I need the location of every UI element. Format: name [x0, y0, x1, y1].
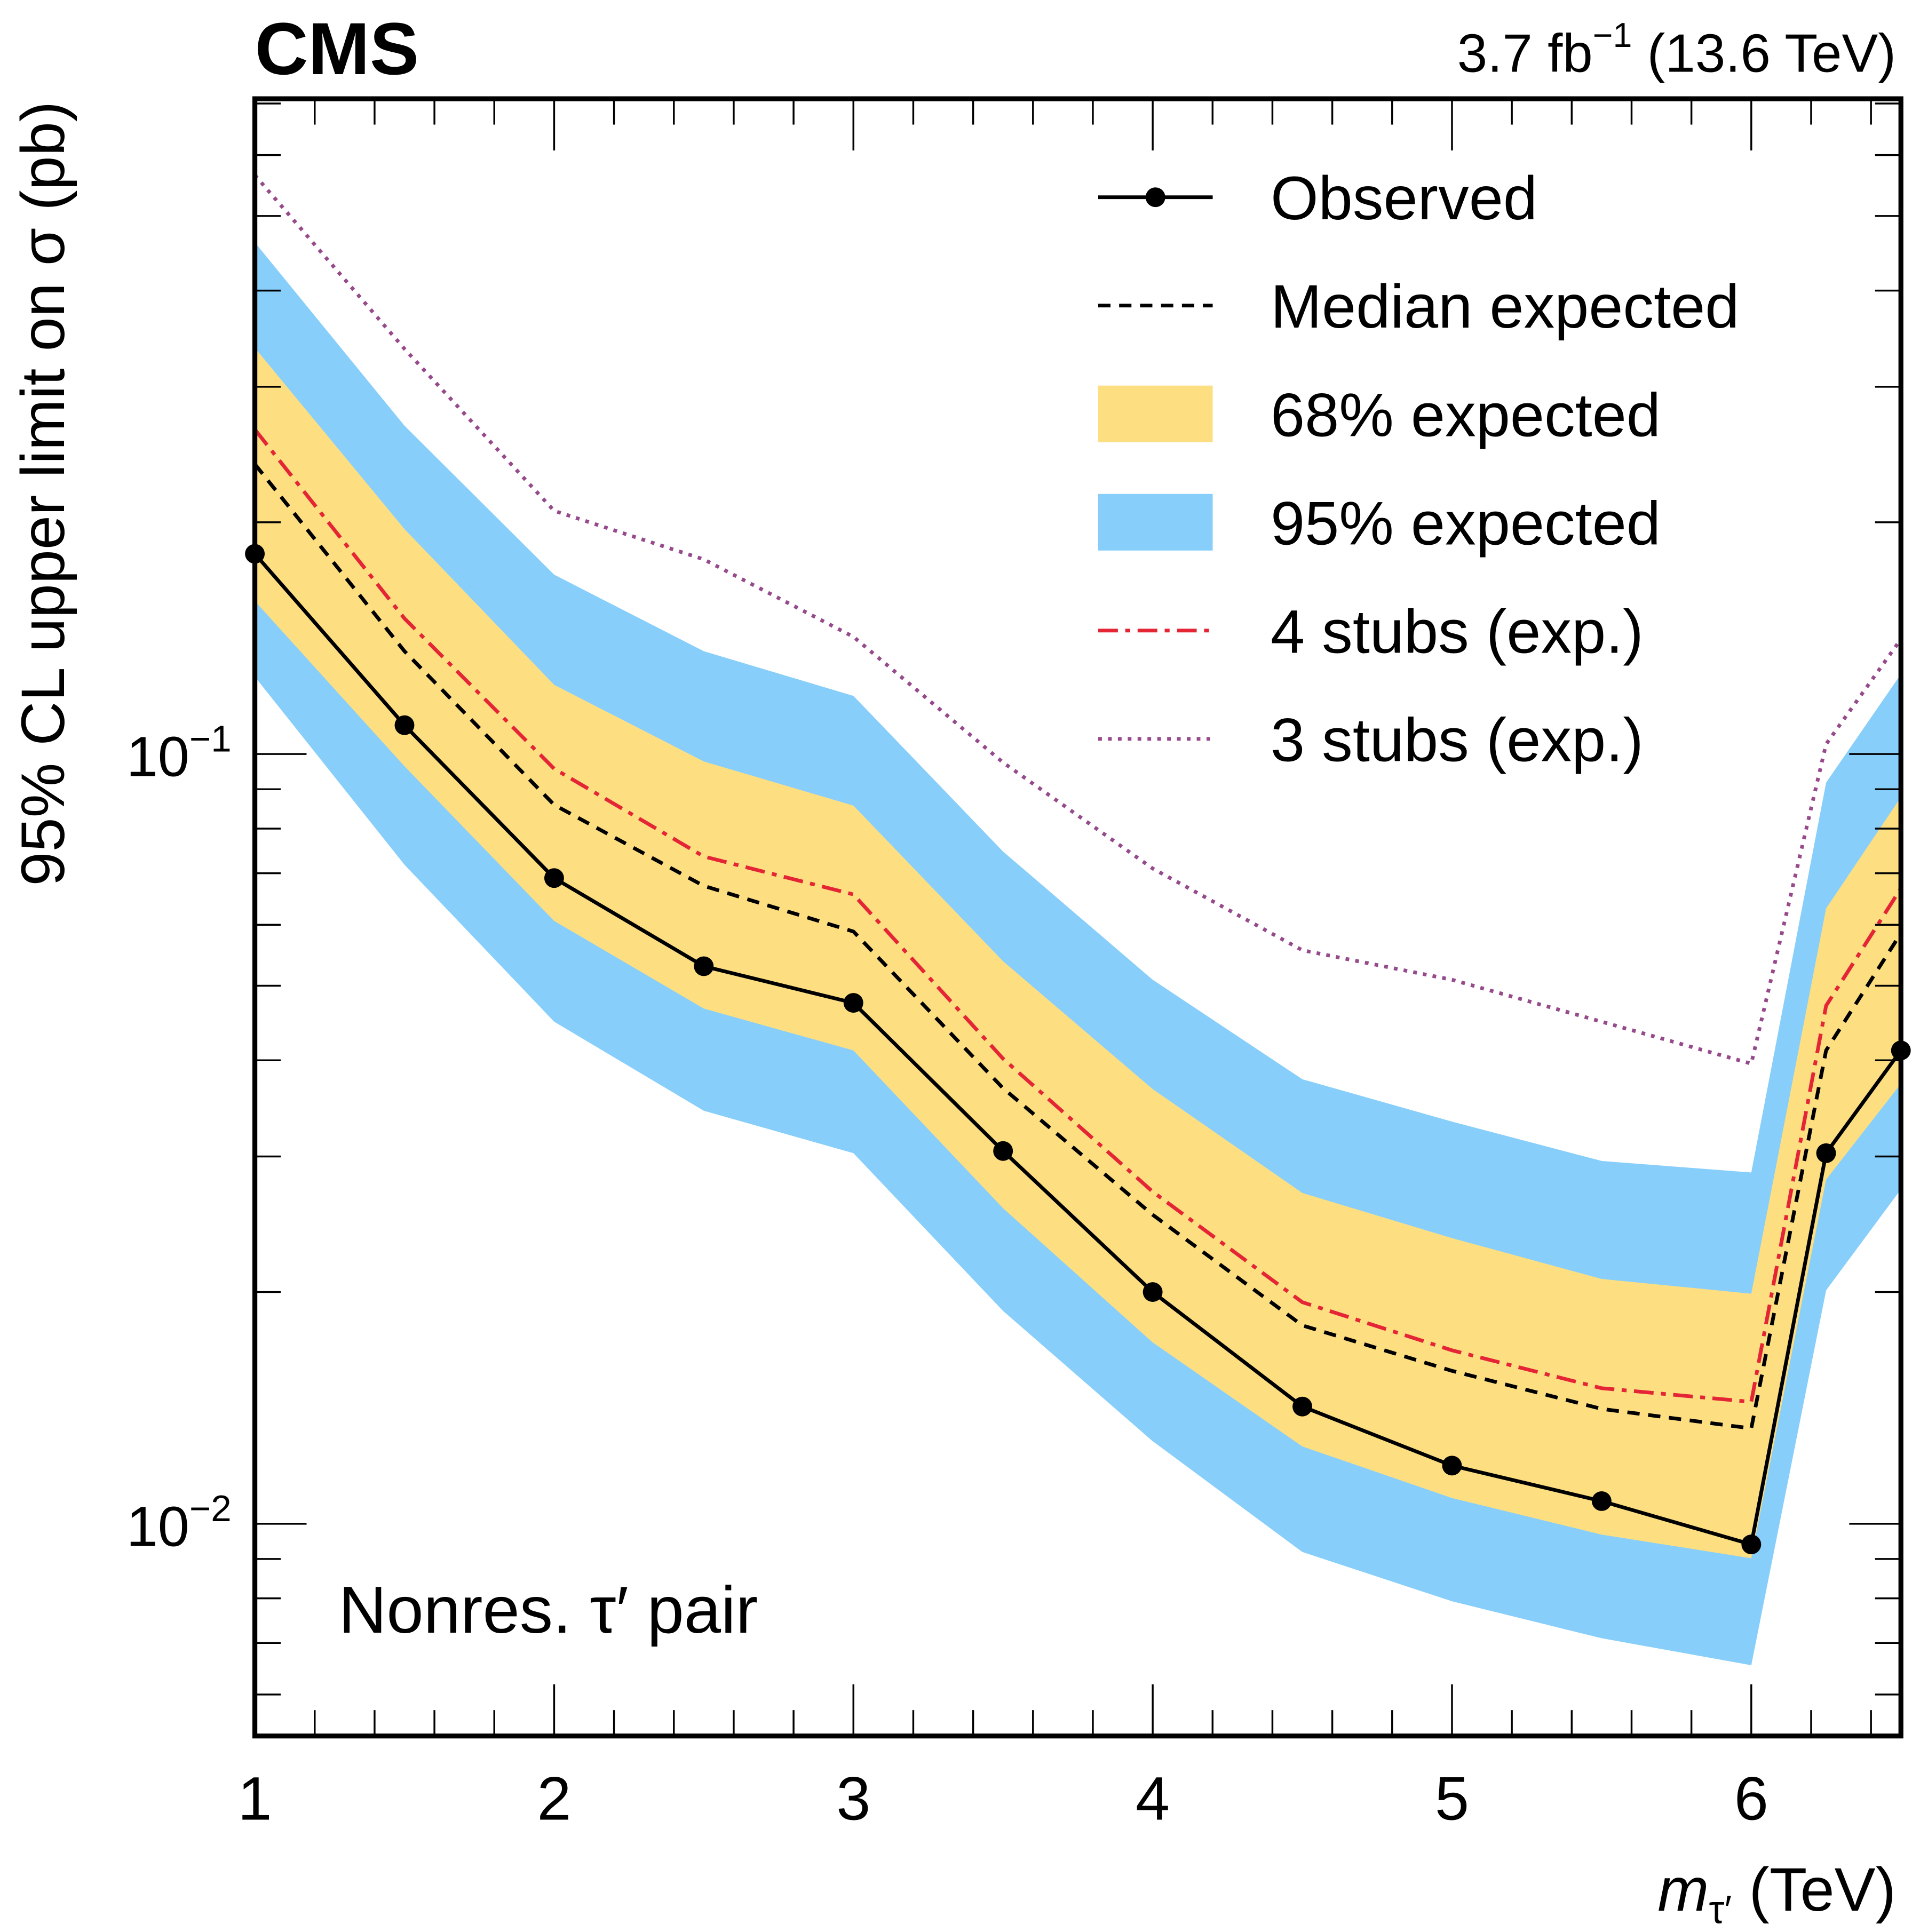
- luminosity-exponent: −1: [1593, 16, 1632, 54]
- y-tick-label: 10−1: [126, 718, 232, 789]
- series-line-median: [255, 463, 1901, 1431]
- observed-point: [1816, 1143, 1836, 1163]
- legend-item-median: Median expected: [1098, 273, 1739, 341]
- x-axis-unit: (TeV): [1732, 1856, 1896, 1924]
- series-line-stubs3: [255, 173, 1901, 1066]
- y-tick-label: 10−2: [126, 1488, 232, 1558]
- legend-swatch: [1098, 494, 1213, 551]
- luminosity-label: 3.7 fb−1 (13.6 TeV): [1457, 16, 1896, 83]
- observed-point: [1292, 1396, 1312, 1417]
- legend-item-stubs4: 4 stubs (exp.): [1098, 598, 1644, 666]
- legend-label: 68% expected: [1271, 381, 1661, 449]
- x-tick-label: 2: [537, 1765, 571, 1833]
- legend-label: Observed: [1271, 164, 1537, 233]
- x-tick-label: 3: [836, 1765, 870, 1833]
- bands-layer: [255, 242, 1901, 1665]
- observed-point: [694, 956, 714, 976]
- y-tick-base: 10: [126, 726, 189, 789]
- legend-marker: [1145, 187, 1165, 208]
- band-band68: [255, 347, 1901, 1559]
- x-tick-labels: 1 2 3 4 5 6: [238, 1765, 1768, 1833]
- observed-point: [1741, 1535, 1762, 1555]
- legend: Observed Median expected 68% expected 95% e…: [1098, 164, 1739, 774]
- y-axis-title: 95% CL upper limit on σ (pb): [9, 101, 77, 886]
- energy-label: (13.6 TeV): [1632, 22, 1896, 83]
- y-tick-exponent: −2: [189, 1488, 232, 1529]
- x-tick-label: 5: [1435, 1765, 1469, 1833]
- plot-frame: [252, 96, 1903, 1739]
- process-annotation: Nonres. τ′ pair: [338, 1573, 758, 1647]
- legend-label: Median expected: [1271, 273, 1739, 341]
- ticks-layer: [253, 99, 1901, 1736]
- y-tick-base: 10: [126, 1495, 189, 1558]
- luminosity-value: 3.7 fb: [1457, 22, 1593, 83]
- observed-point: [1591, 1491, 1612, 1511]
- observed-point: [1143, 1282, 1163, 1302]
- legend-label: 3 stubs (exp.): [1271, 706, 1644, 774]
- experiment-label: CMS: [255, 8, 419, 90]
- x-axis-subscript: τ′: [1709, 1887, 1732, 1931]
- observed-point: [394, 715, 415, 735]
- legend-swatch: [1098, 385, 1213, 442]
- legend-item-observed: Observed: [1098, 164, 1537, 233]
- x-tick-label: 1: [238, 1765, 272, 1833]
- observed-point: [1442, 1456, 1462, 1476]
- x-axis-symbol: m: [1657, 1856, 1709, 1924]
- legend-item-band95: 95% expected: [1098, 489, 1661, 558]
- observed-point: [993, 1141, 1013, 1161]
- legend-label: 95% expected: [1271, 489, 1661, 558]
- legend-item-band68: 68% expected: [1098, 381, 1661, 449]
- y-tick-exponent: −1: [189, 718, 232, 760]
- observed-point: [843, 993, 863, 1013]
- y-tick-labels: 10−1 10−2: [126, 718, 232, 1559]
- x-axis-title: mτ′ (TeV): [1657, 1856, 1896, 1931]
- x-tick-label: 4: [1136, 1765, 1170, 1833]
- observed-point: [544, 868, 564, 888]
- legend-label: 4 stubs (exp.): [1271, 598, 1644, 666]
- x-tick-label: 6: [1734, 1765, 1768, 1833]
- legend-item-stubs3: 3 stubs (exp.): [1098, 706, 1644, 774]
